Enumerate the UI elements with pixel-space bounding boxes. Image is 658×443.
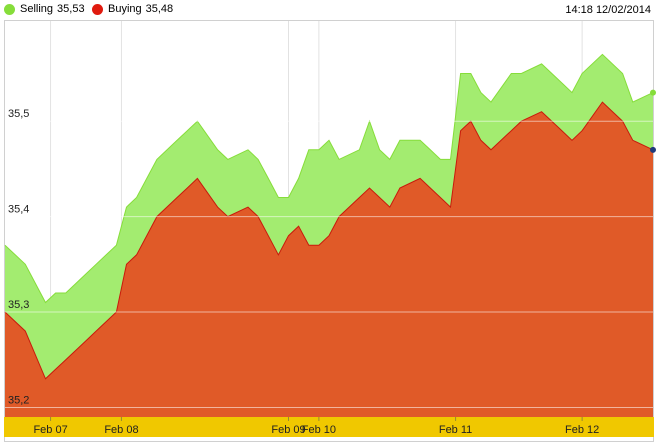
chart-legend: Selling 35,53 Buying 35,48 14:18 12/02/2…	[0, 0, 658, 20]
y-tick-label: 35,4	[8, 204, 29, 216]
legend-item-buying[interactable]: Buying 35,48	[92, 3, 173, 15]
legend-item-selling[interactable]: Selling 35,53	[4, 3, 85, 15]
legend-buying-value: 35,48	[145, 3, 174, 15]
selling-dot-icon	[4, 3, 15, 15]
timestamp: 14:18 12/02/2014	[565, 4, 651, 16]
last-value-markers	[650, 89, 656, 153]
horizontal-gridlines	[5, 120, 653, 408]
y-tick-label: 35,5	[8, 108, 29, 120]
legend-selling-value: 35,53	[57, 3, 85, 15]
selling-last-marker	[650, 89, 656, 96]
selling-line	[4, 53, 654, 304]
x-tick-label: Feb 11	[439, 424, 472, 436]
legend-selling-label: Selling	[20, 3, 54, 15]
x-tick-label: Feb 07	[33, 424, 67, 436]
x-tick-label: Feb 10	[302, 424, 336, 436]
y-axis-labels: 35,2 35,3 35,4 35,5	[8, 108, 29, 406]
x-tick-label: Feb 08	[104, 424, 138, 436]
buying-dot-icon	[92, 3, 103, 15]
y-tick-label: 35,3	[8, 299, 29, 311]
x-tick-label: Feb 12	[565, 424, 599, 436]
legend-buying-label: Buying	[108, 3, 142, 15]
x-axis-band	[4, 417, 654, 437]
buying-last-marker	[650, 146, 656, 153]
y-tick-label: 35,2	[8, 394, 29, 406]
x-tick-label: Feb 09	[271, 424, 305, 436]
buying-area	[5, 102, 653, 417]
plot-frame	[4, 20, 654, 442]
data-areas	[4, 53, 654, 418]
